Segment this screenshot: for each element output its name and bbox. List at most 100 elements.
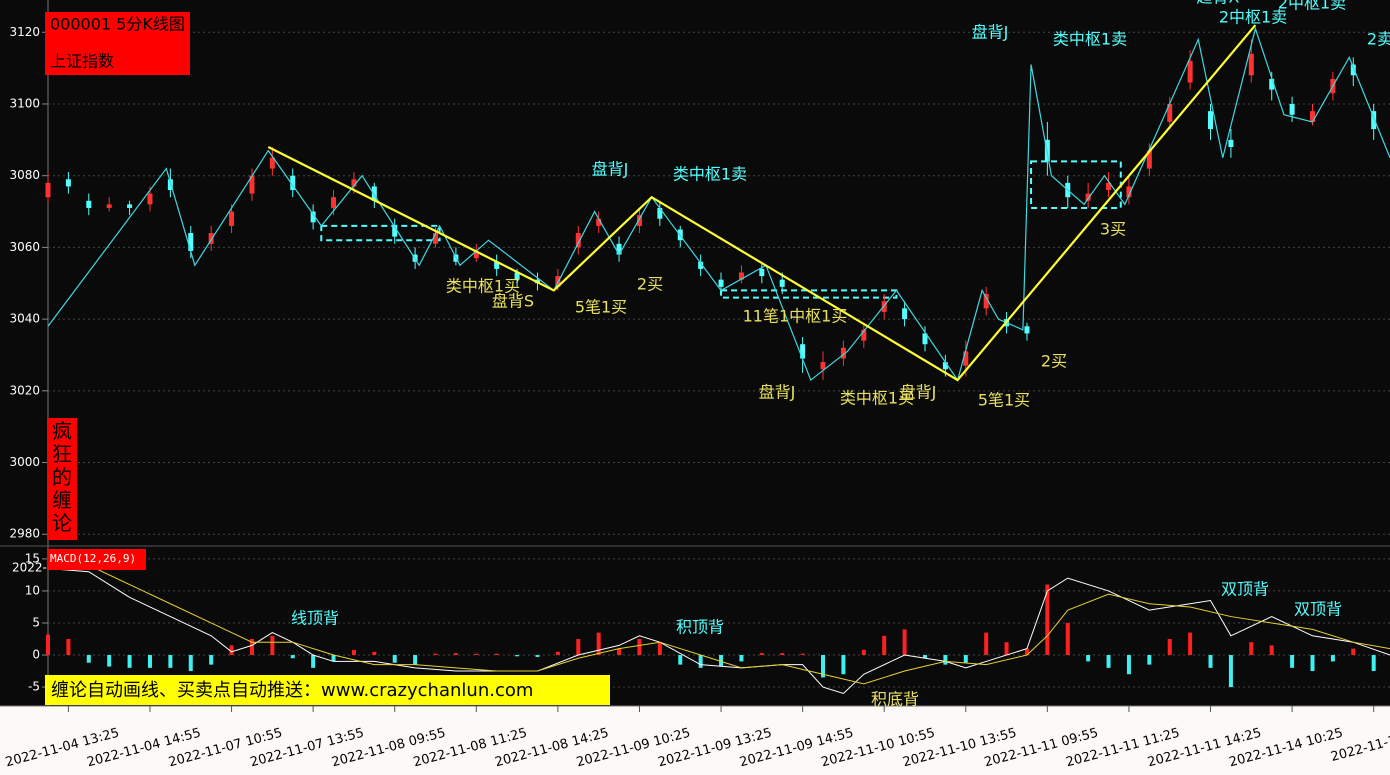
y-tick-label: 3060 (9, 240, 40, 254)
candle-body (1024, 326, 1030, 334)
y-tick-label: 3100 (9, 96, 40, 110)
macd-bar (107, 655, 112, 667)
annotation: 2买 (637, 275, 663, 294)
candle-body (514, 272, 520, 280)
candle-body (575, 233, 581, 248)
y-tick-label: 2980 (9, 527, 40, 541)
annotation: 趋背X (1197, 0, 1240, 7)
macd-bar (902, 629, 907, 656)
candle-body (698, 261, 704, 269)
candle-body (433, 233, 439, 244)
macd-bar (1249, 642, 1254, 656)
macd-bar (739, 655, 744, 662)
macd-bar (1126, 655, 1131, 675)
macd-bar (392, 655, 397, 663)
candle-body (616, 243, 622, 255)
macd-bar (617, 648, 622, 656)
candle-body (840, 347, 846, 359)
candle-body (657, 207, 663, 219)
banner-box (45, 675, 610, 705)
macd-bar (1045, 584, 1050, 656)
segment-line (267, 24, 1257, 382)
annotation: 2中枢1卖 (1278, 0, 1346, 13)
candle-body (738, 272, 744, 280)
candle-body (942, 362, 948, 370)
plot-background (0, 0, 1390, 706)
side-label: 疯狂的缠论 (47, 418, 77, 540)
macd-bar (882, 635, 887, 656)
header-box (45, 12, 190, 75)
y-tick-label: 5 (32, 615, 40, 629)
candle-body (1228, 139, 1234, 148)
candle-body (779, 279, 785, 287)
macd-bar (229, 645, 234, 656)
macd-bar (494, 653, 499, 656)
axis-background (0, 706, 1390, 775)
annotation: 2中枢1卖 (1219, 8, 1287, 27)
candle-body (188, 233, 194, 251)
candle-body (106, 204, 112, 208)
annotation: 类中枢1买 (840, 389, 914, 408)
macd-bar (1208, 655, 1213, 668)
macd-bar (433, 653, 438, 656)
candle-body (208, 233, 214, 244)
macd-bar (474, 653, 479, 656)
macd-bar (678, 655, 683, 665)
annotation: 11笔1中枢1买 (743, 307, 848, 326)
corner-label: 2022- (12, 561, 47, 575)
annotation: 类中枢1卖 (673, 165, 747, 184)
annotation: 盘背J (972, 23, 1009, 42)
candle-body (820, 362, 826, 370)
macd-bar (1351, 648, 1356, 656)
candle-body (229, 211, 235, 226)
candle-body (1309, 111, 1315, 122)
candle-body (922, 333, 928, 345)
candle-body (310, 211, 316, 223)
annotation: 5笔1买 (575, 298, 627, 317)
macd-bar (1228, 655, 1233, 688)
macd-bar (86, 655, 91, 663)
macd-bar (270, 635, 275, 656)
candle-body (290, 175, 296, 191)
annotation: 类中枢1卖 (1053, 30, 1127, 49)
candle-body (861, 329, 867, 341)
macd-bar (1371, 655, 1376, 672)
macd-title: MACD(12,26,9) (50, 552, 136, 565)
y-tick-label: 3020 (9, 383, 40, 397)
macd-bar (127, 655, 132, 668)
annotation: 线顶背 (291, 609, 339, 628)
candle-body (249, 175, 255, 194)
y-tick-label: -5 (28, 680, 40, 694)
annotation: 双顶背 (1294, 600, 1342, 619)
macd-bar (1065, 622, 1070, 656)
candle-body (473, 250, 479, 259)
candle-body (1289, 103, 1295, 115)
macd-bar (188, 655, 193, 672)
macd-bar (290, 655, 295, 659)
candle-body (1167, 103, 1173, 122)
candle-body (147, 193, 153, 205)
y-tick-label: 10 (25, 583, 40, 597)
candle-body (1350, 64, 1356, 76)
candle-body (494, 261, 500, 269)
macd-bar (147, 655, 152, 668)
annotation: 盘背S (492, 292, 534, 311)
candle-body (718, 279, 724, 287)
candle-body (1187, 60, 1193, 83)
macd-bar (821, 655, 826, 678)
macd-bar (535, 655, 540, 657)
macd-bar (311, 655, 316, 668)
macd-bar (1269, 645, 1274, 656)
macd-bar (657, 642, 662, 656)
candle-body (1126, 186, 1132, 198)
macd-bar (637, 638, 642, 656)
macd-bar (1330, 655, 1335, 662)
macd-bar (759, 653, 764, 656)
macd-bar (596, 632, 601, 656)
header-subtitle: 上证指数 (50, 52, 114, 71)
macd-bar (576, 638, 581, 656)
y-tick-label: 15 (25, 551, 40, 565)
macd-bar (800, 653, 805, 656)
